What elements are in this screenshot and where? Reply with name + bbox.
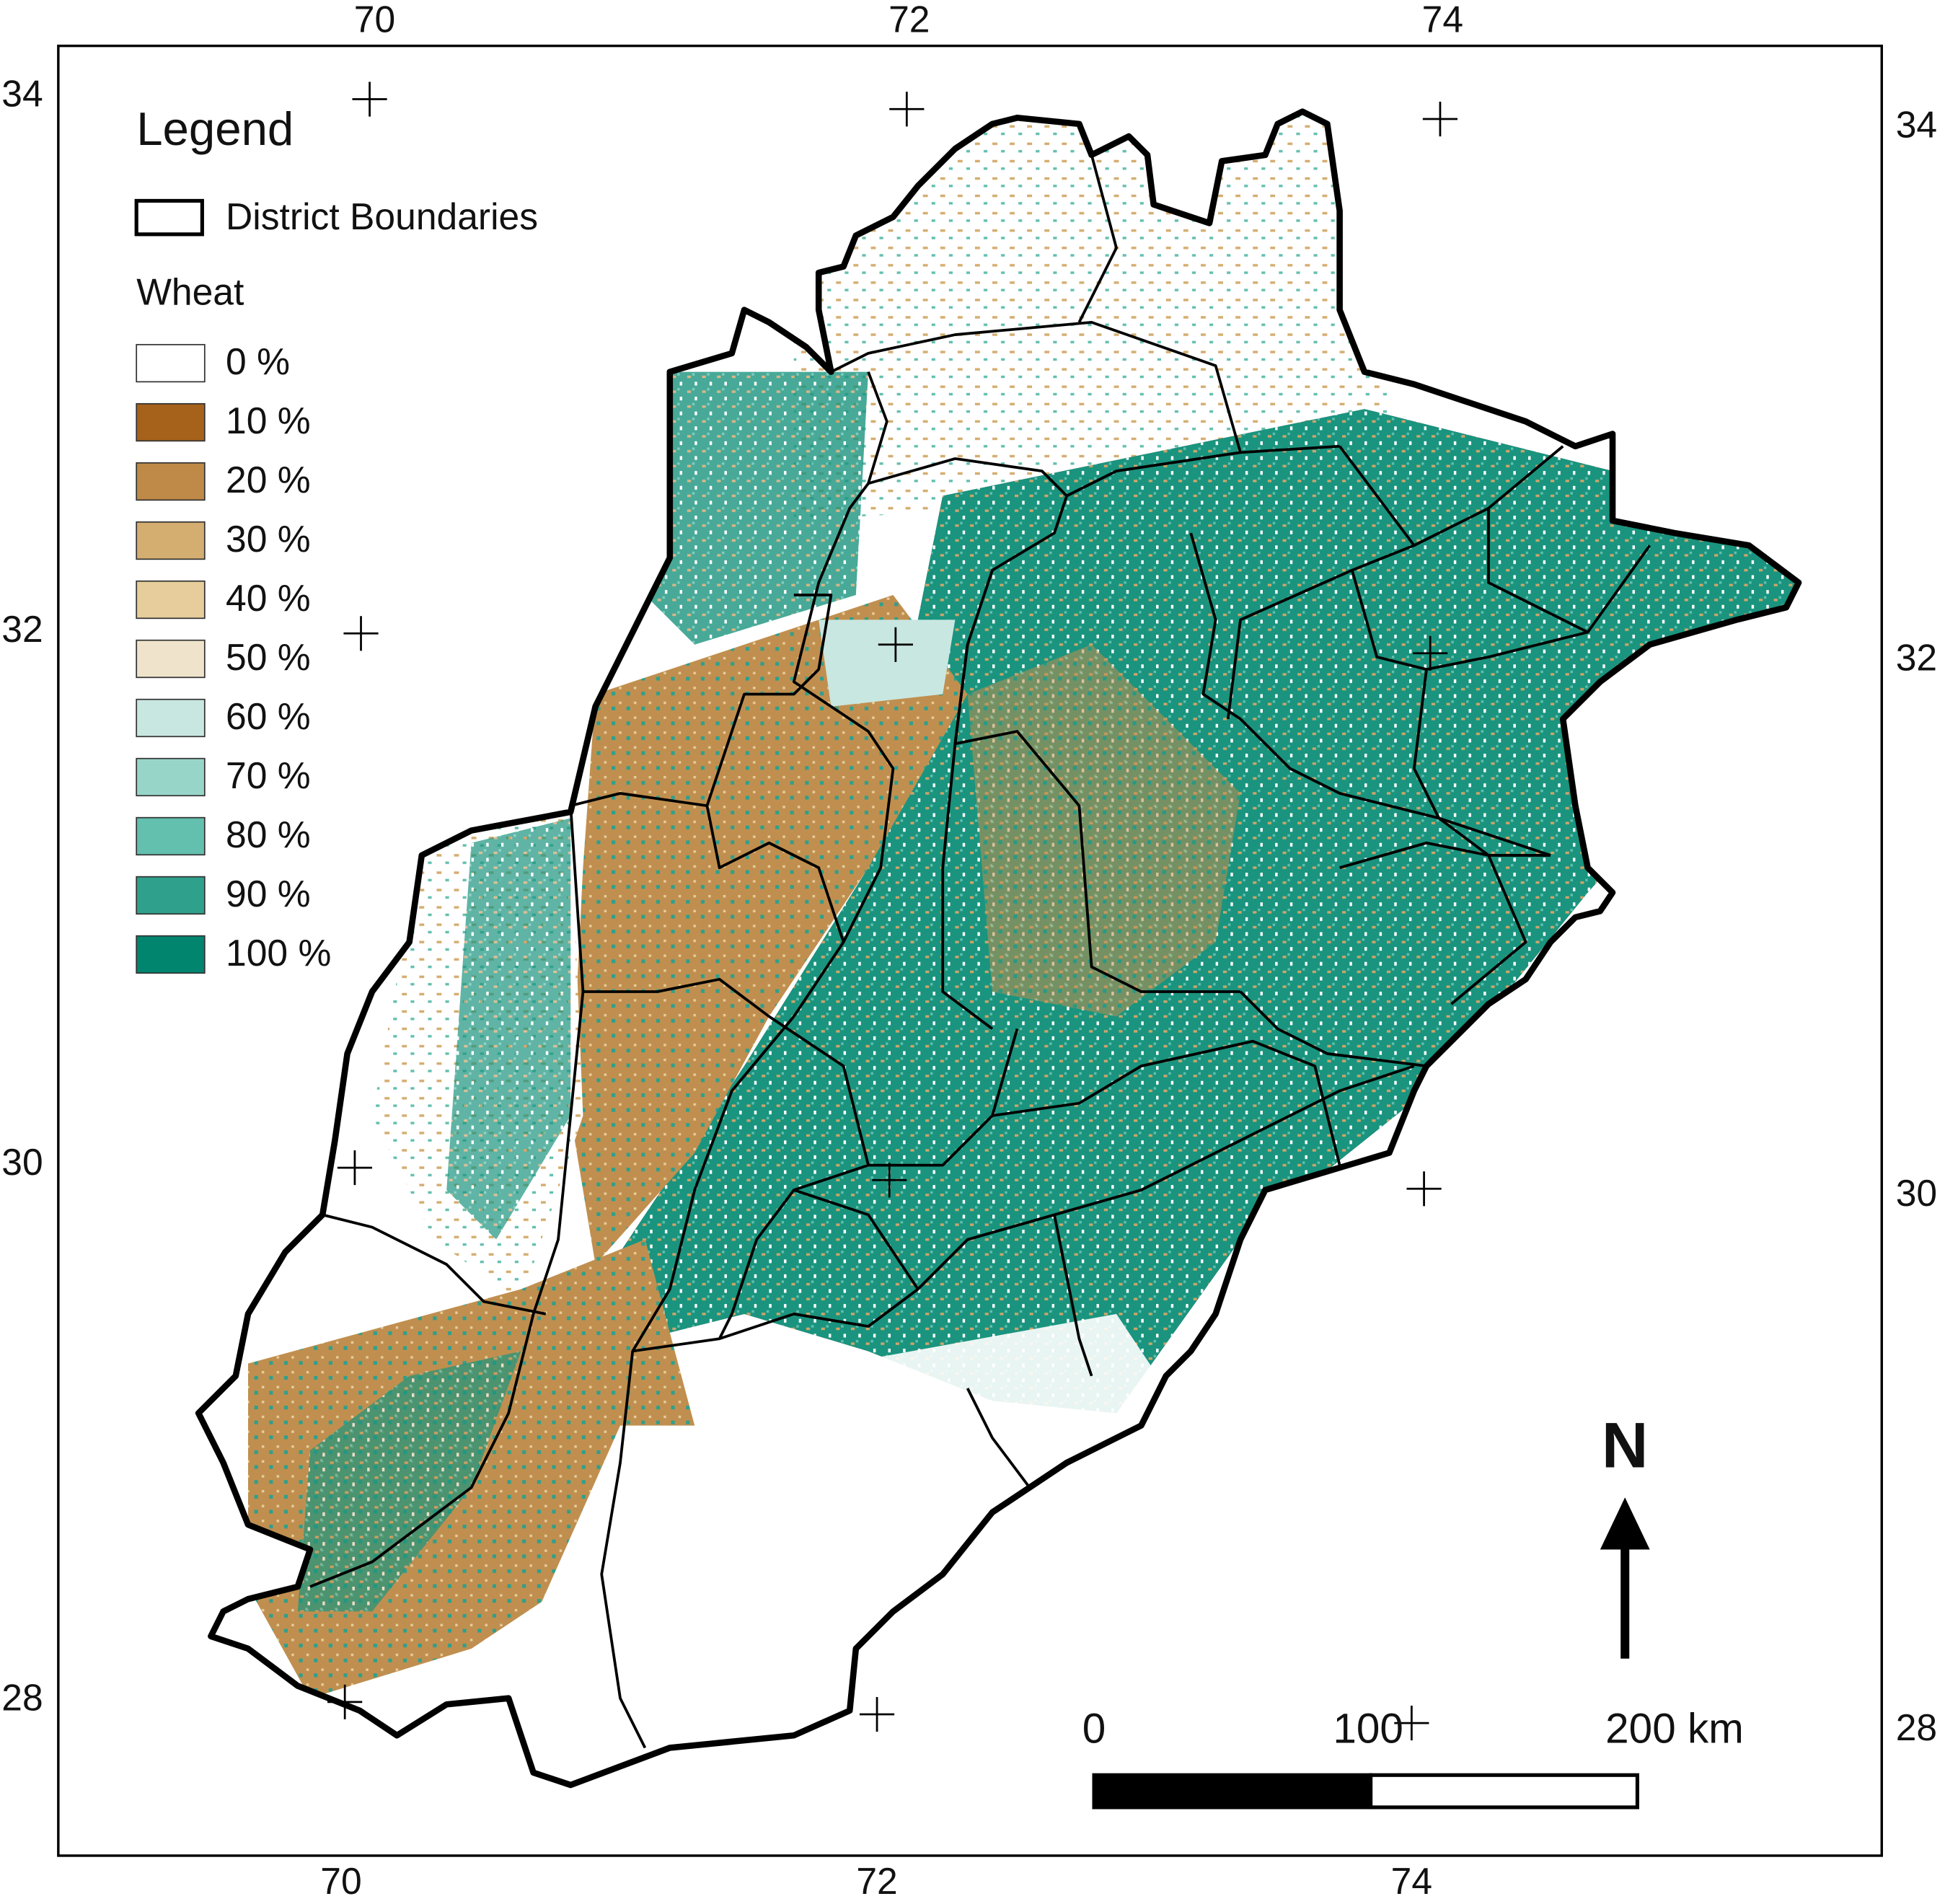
axis-label: 28 [1896,1706,1937,1748]
legend-swatch [136,639,206,679]
legend-label: 20 % [226,459,311,501]
axis-label: 32 [1896,637,1937,679]
legend-swatch [136,698,206,738]
axis-label: 30 [1896,1172,1937,1214]
axis-label: 74 [1391,1860,1432,1902]
legend-label: 90 % [226,873,311,914]
boundary-swatch [134,198,204,237]
legend-label: 100 % [226,932,331,974]
legend-swatch [136,462,206,501]
legend-label: 70 % [226,754,311,796]
legend-swatch [136,521,206,560]
axis-label: 70 [354,0,395,40]
axis-label: 72 [856,1860,897,1902]
layer-title: Wheat [136,271,244,313]
scale-black [1092,1773,1373,1810]
legend-swatch [136,876,206,915]
scale-white [1369,1773,1640,1810]
north-head [1600,1497,1650,1550]
axis-label: 28 [1,1677,43,1719]
axis-label: 32 [1,608,43,650]
legend-label: 10 % [226,400,311,441]
axis-label: 74 [1422,0,1463,40]
district-boundaries [309,154,1651,1749]
legend-label: 80 % [226,814,311,855]
legend-label: 0 % [226,340,290,382]
north-arrow: N [1600,1409,1650,1659]
legend-label: 50 % [226,636,311,678]
axis-label: 34 [1896,104,1937,146]
scale-label: 0 [1082,1706,1106,1753]
axis-label: 70 [320,1860,361,1902]
legend-swatch [136,402,206,442]
scale-bar: 0 100 200 km [1082,1706,1744,1810]
legend-label: 30 % [226,518,311,560]
axis-label: 30 [1,1141,43,1183]
legend-label: 60 % [226,695,311,737]
legend-swatch [136,816,206,856]
north-label: N [1602,1409,1649,1481]
legend-swatch [136,935,206,974]
legend-swatch [136,580,206,620]
scale-label: 100 [1333,1706,1403,1753]
legend-title: Legend [136,102,294,155]
scale-label: 200 km [1605,1706,1744,1753]
axis-label: 34 [1,73,43,115]
legend-swatch [136,343,206,383]
legend-label: 40 % [226,577,311,619]
legend-swatch [136,757,206,797]
boundary-label: District Boundaries [226,195,538,237]
legend: Legend District Boundaries Wheat 0 % 10 %… [134,102,538,974]
axis-label: 72 [888,0,930,40]
graticule [327,81,1458,1741]
